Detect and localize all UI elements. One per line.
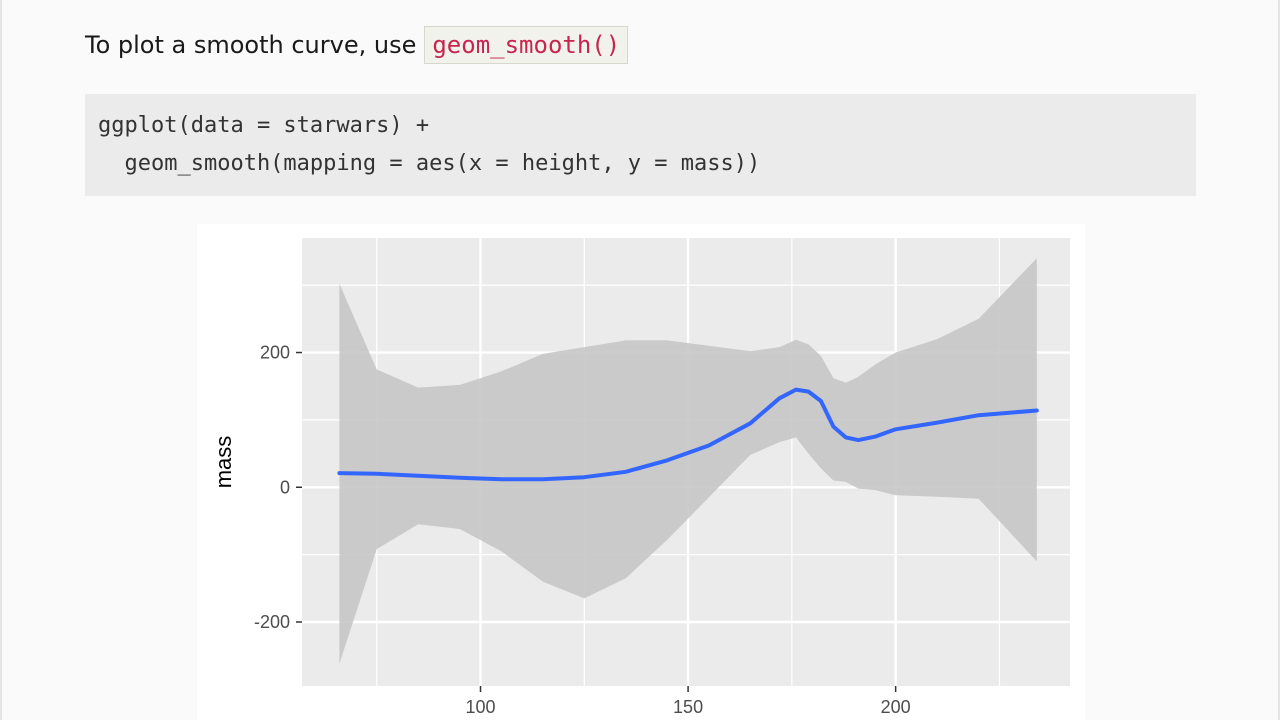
page-left-border bbox=[0, 0, 2, 720]
smooth-plot: -200 0 200 100 150 200 mass bbox=[211, 238, 1070, 717]
x-tick-label: 200 bbox=[881, 697, 911, 717]
intro-paragraph: To plot a smooth curve, use geom_smooth(… bbox=[85, 22, 629, 68]
smooth-line bbox=[337, 387, 1039, 482]
x-tick-label: 100 bbox=[465, 697, 495, 717]
y-tick-label: 0 bbox=[280, 477, 290, 497]
plot-card: -200 0 200 100 150 200 mass bbox=[197, 224, 1085, 720]
y-axis-title: mass bbox=[211, 436, 236, 489]
y-tick-label: 200 bbox=[260, 343, 290, 363]
y-axis-ticks: -200 0 200 bbox=[254, 343, 302, 632]
x-axis-ticks: 100 150 200 bbox=[465, 686, 911, 717]
intro-text: To plot a smooth curve, use bbox=[85, 31, 417, 59]
confidence-ribbon bbox=[339, 258, 1037, 664]
inline-code: geom_smooth() bbox=[424, 26, 629, 64]
y-tick-label: -200 bbox=[254, 612, 290, 632]
code-line: ggplot(data = starwars) + bbox=[98, 113, 430, 138]
x-tick-label: 150 bbox=[673, 697, 703, 717]
code-block: ggplot(data = starwars) + geom_smooth(ma… bbox=[85, 94, 1196, 196]
page-right-border bbox=[1278, 0, 1280, 720]
code-line: geom_smooth(mapping = aes(x = height, y … bbox=[98, 151, 761, 176]
